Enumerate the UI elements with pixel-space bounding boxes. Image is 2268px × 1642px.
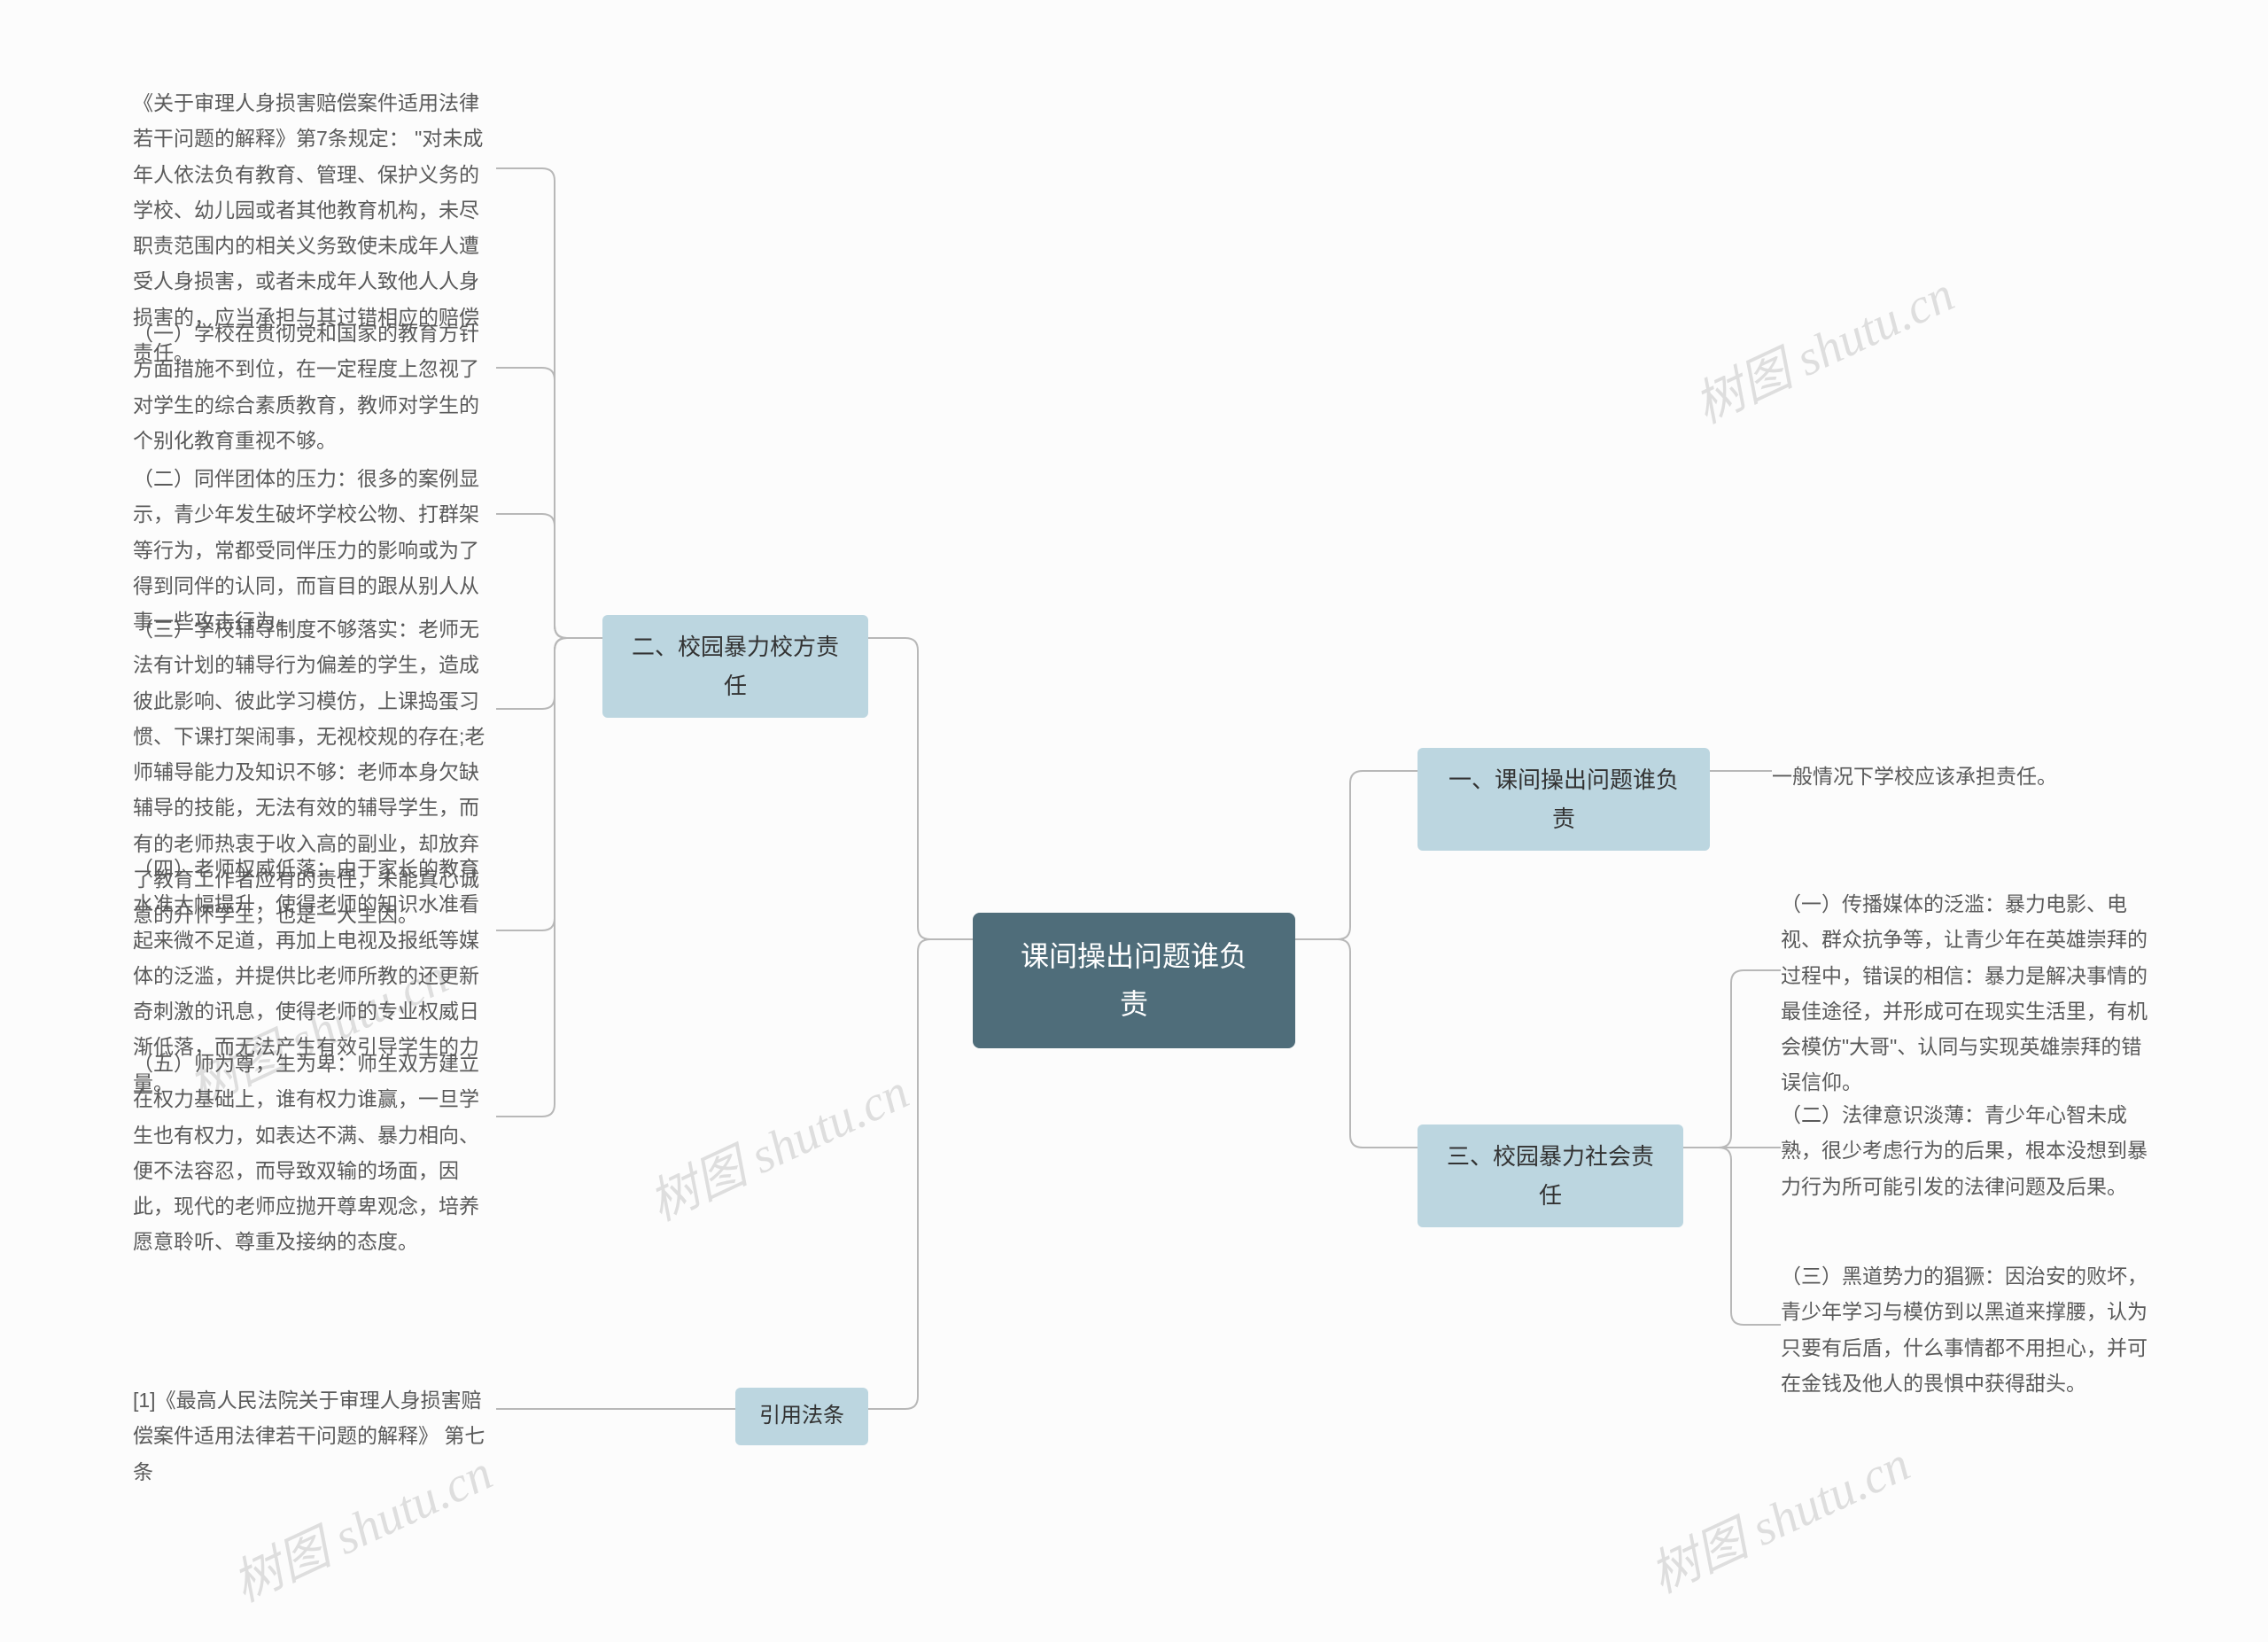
branch-4[interactable]: 引用法条 [735,1388,868,1445]
branch-2[interactable]: 二、校园暴力校方责任 [602,615,868,718]
watermark: 树图 shutu.cn [1682,254,1964,437]
root-node[interactable]: 课间操出问题谁负责 [973,913,1295,1048]
branch-3-leaf-1: （一）传播媒体的泛滥：暴力电影、电视、群众抗争等，让青少年在英雄崇拜的过程中，错… [1781,886,2162,1101]
branch-4-leaf: [1]《最高人民法院关于审理人身损害赔偿案件适用法律若干问题的解释》 第七条 [133,1382,496,1490]
branch-3-label: 三、校园暴力社会责任 [1447,1143,1654,1209]
watermark: 树图 shutu.cn [636,1052,919,1234]
branch-3-leaf-3: （三）黑道势力的猖獗：因治安的败坏，青少年学习与模仿到以黑道来撑腰，认为只要有后… [1781,1258,2162,1401]
branch-1-leaf: 一般情况下学校应该承担责任。 [1772,759,2057,794]
branch-2-label: 二、校园暴力校方责任 [632,634,839,699]
root-label: 课间操出问题谁负责 [1021,940,1247,1020]
branch-3-leaf-2: （二）法律意识淡薄：青少年心智未成熟，很少考虑行为的后果，根本没想到暴力行为所可… [1781,1097,2162,1204]
branch-2-leaf-2: （一）学校在贯彻党和国家的教育方针方面措施不到位，在一定程度上忽视了对学生的综合… [133,315,496,458]
branch-4-label: 引用法条 [759,1404,844,1428]
branch-1-label: 一、课间操出问题谁负责 [1449,767,1679,832]
branch-1[interactable]: 一、课间操出问题谁负责 [1418,748,1710,851]
branch-2-leaf-6: （五）师为尊，生为卑：师生双方建立在权力基础上，谁有权力谁赢，一旦学生也有权力，… [133,1046,496,1260]
watermark: 树图 shutu.cn [1637,1424,1920,1607]
branch-3[interactable]: 三、校园暴力社会责任 [1418,1124,1683,1227]
